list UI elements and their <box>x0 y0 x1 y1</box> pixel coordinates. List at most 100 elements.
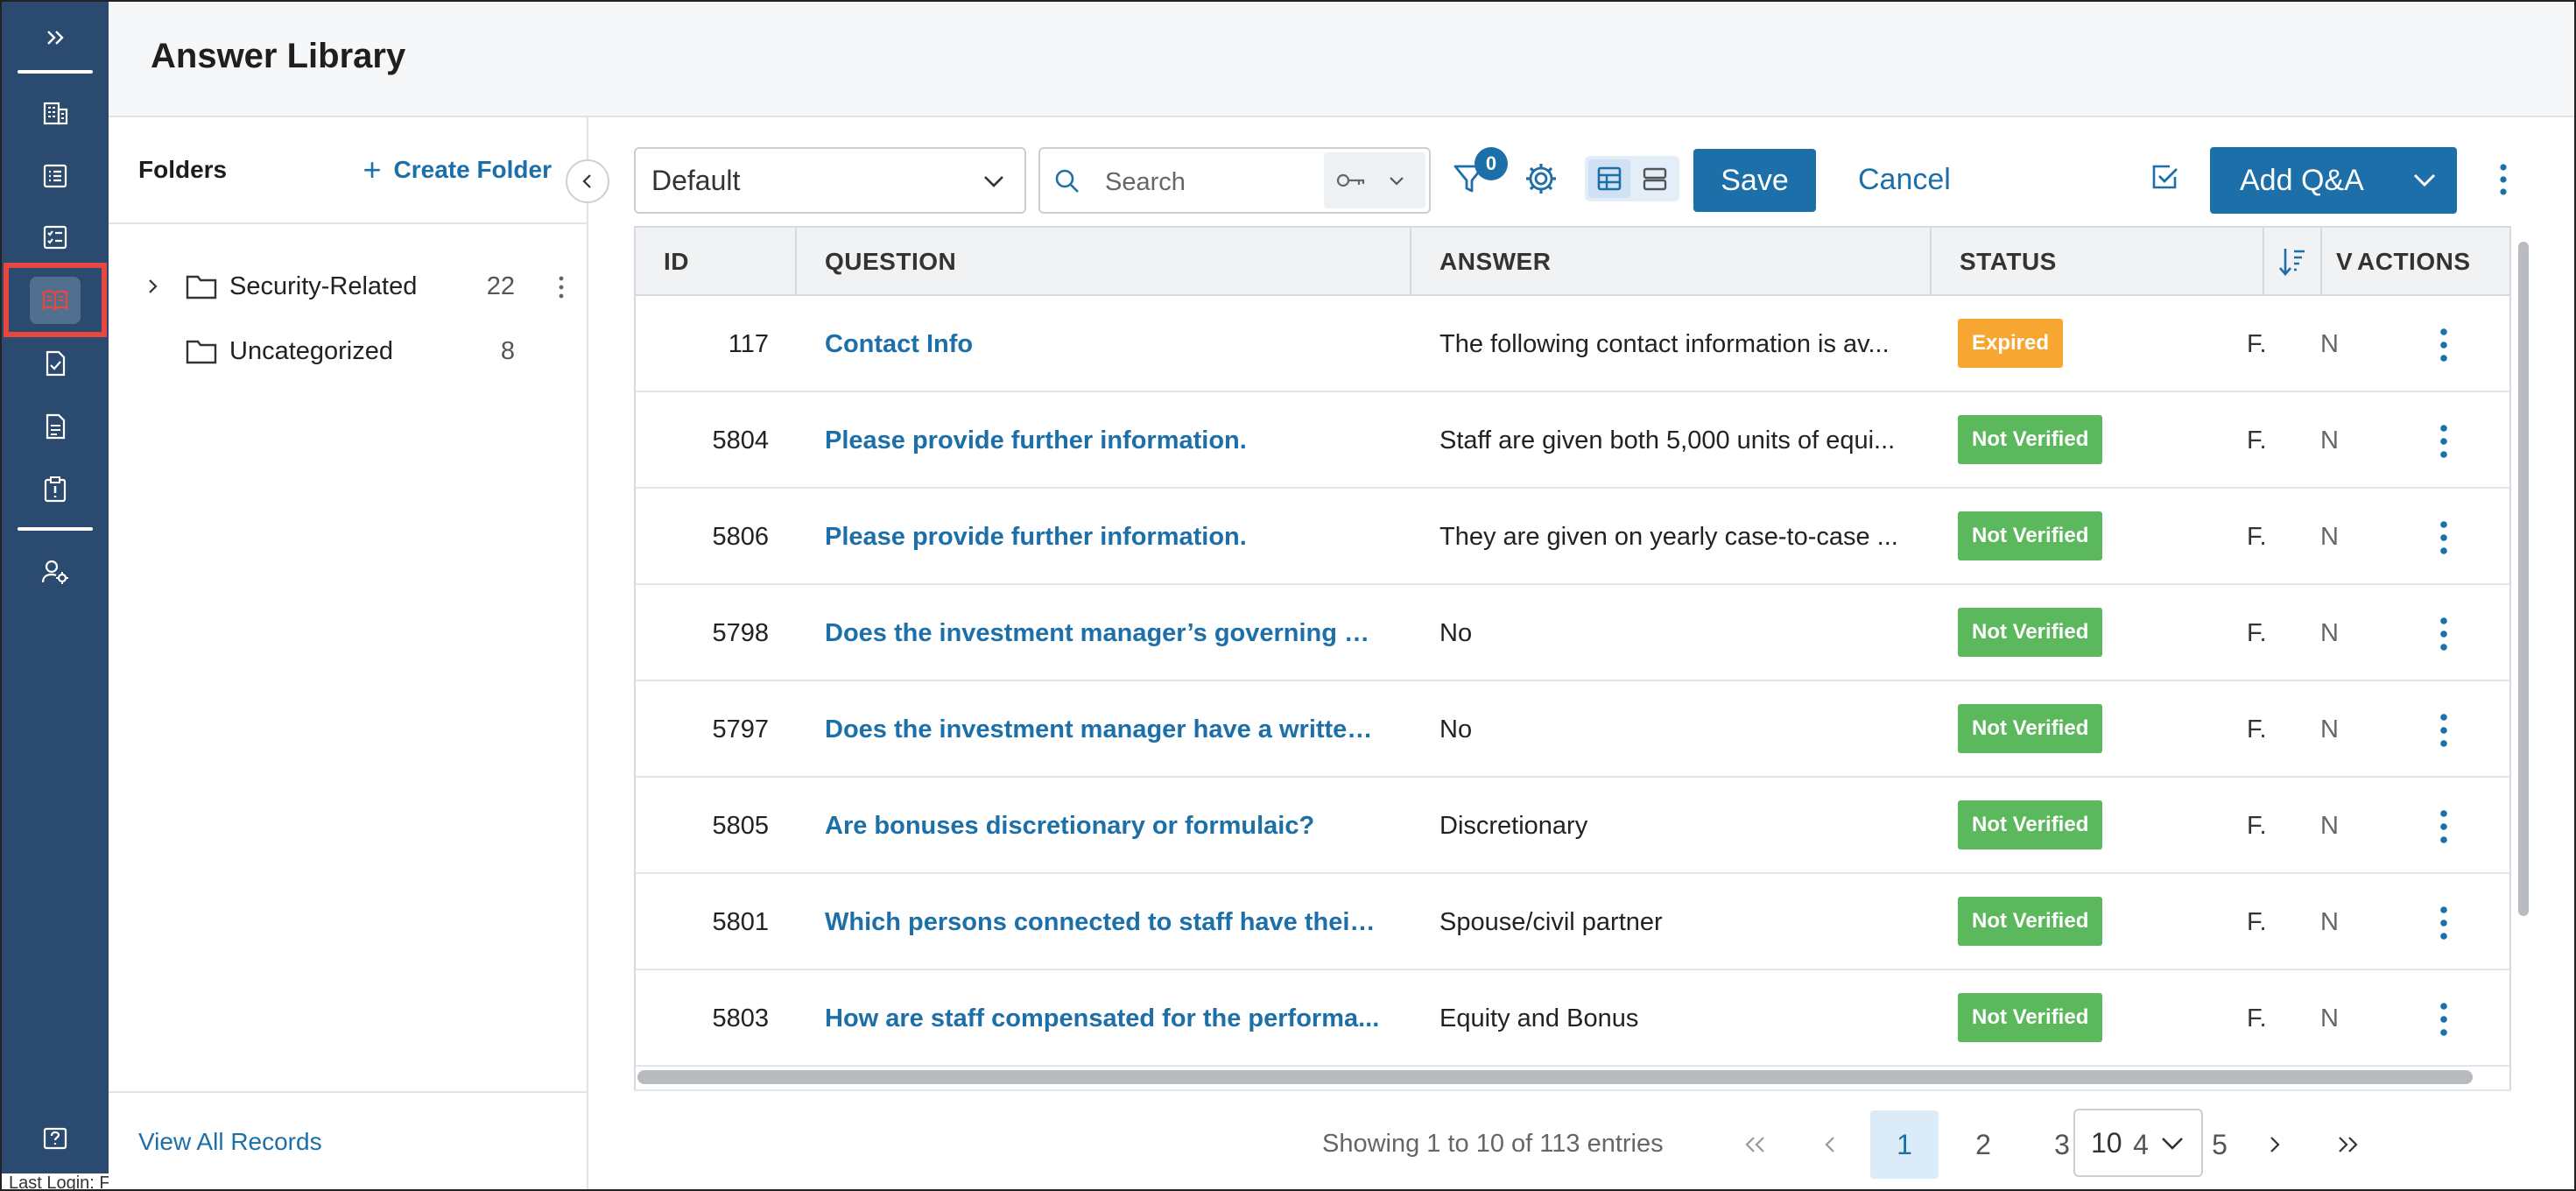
rail-item-list[interactable] <box>2 149 109 203</box>
rail-item-user-settings[interactable] <box>2 545 109 599</box>
vertical-scrollbar-thumb[interactable] <box>2518 242 2529 916</box>
cell-truncated: F. <box>2247 426 2267 455</box>
cell-question-link[interactable]: Are bonuses discretionary or formulaic? <box>825 812 1315 840</box>
column-header-v[interactable]: V <box>2336 248 2354 275</box>
key-icon <box>1336 173 1365 187</box>
chevron-right-icon[interactable] <box>144 277 163 296</box>
search-input[interactable]: Search <box>1105 168 1186 196</box>
cell-answer: No <box>1439 715 1473 743</box>
column-header-question[interactable]: QUESTION <box>797 228 1411 296</box>
cell-question-link[interactable]: Contact Info <box>825 330 974 358</box>
cell-v: N <box>2320 715 2338 743</box>
column-header-answer[interactable]: ANSWER <box>1411 228 1932 296</box>
folder-item-uncategorized[interactable]: Uncategorized 8 <box>109 321 588 382</box>
pagination-bar: Showing 1 to 10 of 113 entries 1 2 3 4 5 10 <box>634 1089 2511 1189</box>
cell-v: N <box>2320 619 2338 647</box>
rail-item-dashboard[interactable] <box>2 86 109 140</box>
row-actions-kebab-icon[interactable] <box>2431 906 2457 941</box>
settings-button[interactable] <box>1524 161 1559 201</box>
cell-question-link[interactable]: Does the investment manager have a writt… <box>825 715 1380 743</box>
rail-item-alerts[interactable] <box>2 462 109 517</box>
cell-answer: Discretionary <box>1439 812 1588 840</box>
cell-v: N <box>2320 523 2338 551</box>
table-row[interactable]: 5801 Which persons connected to staff hav… <box>636 874 2509 970</box>
cell-question-link[interactable]: Please provide further information. <box>825 426 1247 455</box>
search-box[interactable]: Search <box>1038 147 1431 214</box>
cell-question-link[interactable]: Which persons connected to staff have th… <box>825 908 1380 936</box>
rows-icon <box>1643 167 1667 191</box>
rail-item-document[interactable] <box>2 399 109 454</box>
horizontal-scrollbar[interactable] <box>637 1070 2473 1084</box>
cell-answer: They are given on yearly case-to-case ..… <box>1439 523 1898 551</box>
cancel-button[interactable]: Cancel <box>1858 163 1951 196</box>
row-actions-kebab-icon[interactable] <box>2431 424 2457 459</box>
cell-truncated: F. <box>2247 812 2267 840</box>
collapse-panel-button[interactable] <box>566 159 609 203</box>
view-select-value: Default <box>651 164 741 196</box>
cell-question-link[interactable]: Does the investment manager’s governing … <box>825 619 1380 647</box>
page-number-button[interactable]: 4 <box>2133 1128 2149 1160</box>
kebab-menu-icon[interactable] <box>557 275 566 300</box>
search-icon <box>1055 169 1079 193</box>
page-number-button[interactable]: 2 <box>1975 1128 1991 1160</box>
search-mode-selector[interactable] <box>1324 152 1425 208</box>
column-header-id[interactable]: ID <box>636 228 797 296</box>
view-select-dropdown[interactable]: Default <box>634 147 1026 214</box>
folder-icon <box>186 340 217 364</box>
double-chevron-right-icon <box>47 31 64 45</box>
table-row[interactable]: 5798 Does the investment manager’s govern… <box>636 585 2509 681</box>
status-badge: Not Verified <box>1958 415 2103 464</box>
last-page-button[interactable] <box>2313 1110 2382 1179</box>
row-actions-kebab-icon[interactable] <box>2431 520 2457 555</box>
page-size-select[interactable]: 10 <box>2073 1109 2203 1177</box>
table-grid-icon <box>1597 166 1622 191</box>
table-row[interactable]: 117 Contact Info The following contact inf… <box>636 296 2509 392</box>
rail-item-checklist[interactable] <box>2 210 109 264</box>
more-options-button[interactable] <box>2497 163 2509 201</box>
page-number-button[interactable]: 1 <box>1870 1110 1939 1179</box>
table-row[interactable]: 5806 Please provide further information. T… <box>636 489 2509 585</box>
status-badge: Not Verified <box>1958 897 2103 946</box>
gear-icon <box>1526 164 1556 194</box>
card-view-button[interactable] <box>1634 159 1676 198</box>
table-row[interactable]: 5805 Are bonuses discretionary or formula… <box>636 778 2509 874</box>
table-row[interactable]: 5797 Does the investment manager have a w… <box>636 681 2509 778</box>
row-actions-kebab-icon[interactable] <box>2431 1002 2457 1037</box>
chevron-down-icon[interactable] <box>2411 170 2438 191</box>
clipboard-alert-icon <box>44 476 67 503</box>
page-number-button[interactable]: 3 <box>2054 1128 2070 1160</box>
cell-id: 5806 <box>712 523 769 551</box>
first-page-button[interactable] <box>1721 1110 1790 1179</box>
cell-question-link[interactable]: How are staff compensated for the perfor… <box>825 1004 1380 1032</box>
table-header-row: ID QUESTION ANSWER STATUS V ACTIONS <box>636 228 2509 296</box>
previous-page-button[interactable] <box>1797 1110 1865 1179</box>
create-folder-button[interactable]: + Create Folder <box>362 154 553 186</box>
sort-button[interactable] <box>2264 228 2322 296</box>
left-navigation-rail: Last Login: February 27 2026 04:12 pm <box>2 2 334 1189</box>
row-actions-kebab-icon[interactable] <box>2431 809 2457 844</box>
row-actions-kebab-icon[interactable] <box>2431 713 2457 748</box>
table-view-button[interactable] <box>1588 159 1630 198</box>
cell-v: N <box>2320 1004 2338 1032</box>
cell-id: 117 <box>728 330 769 358</box>
row-actions-kebab-icon[interactable] <box>2431 617 2457 652</box>
table-row[interactable]: 5804 Please provide further information. S… <box>636 392 2509 489</box>
view-all-records-link[interactable]: View All Records <box>138 1128 322 1155</box>
vertical-scrollbar[interactable] <box>2516 228 2530 1016</box>
add-qa-button[interactable]: Add Q&A <box>2210 147 2457 214</box>
row-actions-kebab-icon[interactable] <box>2431 328 2457 363</box>
cell-answer: Equity and Bonus <box>1439 1004 1639 1032</box>
page-number-button[interactable]: 5 <box>2212 1128 2228 1160</box>
rail-item-answer-library[interactable] <box>2 273 109 328</box>
create-folder-label: Create Folder <box>393 156 553 183</box>
rail-item-help[interactable] <box>2 1112 109 1166</box>
save-button[interactable]: Save <box>1693 149 1816 212</box>
column-header-status[interactable]: STATUS <box>1932 228 2264 296</box>
next-page-button[interactable] <box>2240 1110 2308 1179</box>
bulk-select-button[interactable] <box>2149 161 2182 199</box>
table-row[interactable]: 5803 How are staff compensated for the pe… <box>636 970 2509 1067</box>
rail-item-document-check[interactable] <box>2 336 109 391</box>
folder-item-security-related[interactable]: Security-Related 22 <box>109 256 588 317</box>
expand-rail-button[interactable] <box>2 11 109 65</box>
cell-question-link[interactable]: Please provide further information. <box>825 523 1247 551</box>
